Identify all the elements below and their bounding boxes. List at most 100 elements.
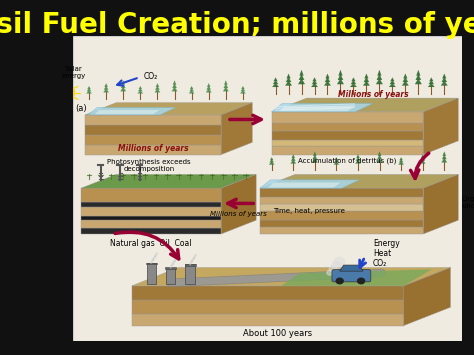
Polygon shape — [400, 157, 403, 160]
Polygon shape — [206, 86, 211, 90]
Polygon shape — [334, 159, 339, 163]
Text: Organic matter buried (c)
under sediments: Organic matter buried (c) under sediment… — [462, 195, 474, 209]
Polygon shape — [155, 83, 159, 87]
Polygon shape — [132, 286, 404, 300]
Polygon shape — [273, 77, 278, 81]
Bar — [165, 267, 176, 269]
Polygon shape — [441, 158, 447, 163]
Text: Accumulation of detritus (b): Accumulation of detritus (b) — [298, 158, 397, 164]
Polygon shape — [268, 183, 340, 187]
Polygon shape — [423, 174, 458, 234]
Polygon shape — [291, 157, 296, 161]
Polygon shape — [312, 158, 318, 163]
Polygon shape — [138, 88, 143, 91]
Text: Millions of years: Millions of years — [338, 90, 409, 99]
Polygon shape — [364, 77, 369, 82]
Polygon shape — [376, 74, 382, 80]
Polygon shape — [260, 204, 423, 211]
Polygon shape — [241, 88, 245, 91]
Polygon shape — [85, 115, 221, 125]
Polygon shape — [190, 86, 193, 89]
Polygon shape — [420, 157, 425, 161]
Polygon shape — [103, 89, 109, 92]
Polygon shape — [85, 144, 221, 154]
Bar — [185, 264, 195, 284]
Polygon shape — [87, 88, 91, 91]
Polygon shape — [279, 106, 355, 111]
Polygon shape — [272, 122, 423, 131]
Text: Time, heat, pressure: Time, heat, pressure — [273, 208, 345, 214]
Polygon shape — [311, 83, 318, 87]
Polygon shape — [420, 160, 426, 164]
Text: CO₂: CO₂ — [144, 72, 158, 81]
Bar — [166, 268, 175, 284]
Polygon shape — [286, 73, 291, 78]
Polygon shape — [428, 83, 435, 87]
Polygon shape — [270, 157, 273, 160]
Polygon shape — [282, 269, 432, 286]
Polygon shape — [365, 73, 368, 78]
Polygon shape — [404, 268, 450, 326]
Polygon shape — [390, 80, 395, 84]
Bar — [146, 263, 156, 284]
Text: Solar
energy: Solar energy — [61, 66, 86, 79]
Polygon shape — [81, 174, 256, 188]
Polygon shape — [441, 77, 447, 82]
Polygon shape — [272, 131, 423, 140]
Polygon shape — [81, 207, 221, 215]
Polygon shape — [272, 104, 373, 112]
Polygon shape — [85, 135, 221, 144]
Circle shape — [53, 84, 74, 102]
Polygon shape — [273, 80, 278, 84]
Polygon shape — [337, 78, 344, 84]
Polygon shape — [223, 87, 229, 91]
Polygon shape — [132, 268, 450, 286]
Polygon shape — [416, 74, 421, 80]
Circle shape — [329, 266, 337, 272]
Polygon shape — [398, 162, 404, 165]
Polygon shape — [155, 89, 160, 92]
Polygon shape — [224, 83, 228, 88]
Polygon shape — [173, 80, 176, 85]
Polygon shape — [241, 86, 245, 89]
FancyBboxPatch shape — [332, 270, 371, 282]
Polygon shape — [207, 83, 210, 87]
Polygon shape — [285, 81, 292, 86]
Polygon shape — [337, 74, 343, 80]
Polygon shape — [172, 87, 177, 91]
Polygon shape — [206, 89, 212, 92]
Polygon shape — [356, 154, 360, 158]
Polygon shape — [443, 151, 446, 156]
Polygon shape — [416, 70, 420, 76]
Polygon shape — [81, 229, 221, 234]
Polygon shape — [138, 86, 142, 89]
Polygon shape — [324, 81, 331, 86]
Polygon shape — [429, 77, 433, 81]
Polygon shape — [121, 83, 126, 88]
Polygon shape — [325, 77, 330, 82]
Polygon shape — [86, 91, 92, 93]
Polygon shape — [88, 108, 175, 115]
Polygon shape — [415, 78, 422, 84]
Polygon shape — [340, 265, 363, 271]
Polygon shape — [403, 73, 408, 78]
Polygon shape — [351, 80, 356, 84]
Polygon shape — [189, 91, 194, 93]
Polygon shape — [350, 83, 357, 87]
Polygon shape — [334, 162, 339, 165]
Polygon shape — [155, 86, 160, 90]
Polygon shape — [260, 174, 458, 188]
Text: Natural gas  Oil  Coal: Natural gas Oil Coal — [110, 239, 192, 247]
Polygon shape — [377, 155, 382, 159]
Polygon shape — [376, 78, 383, 84]
Text: About 100 years: About 100 years — [243, 329, 312, 338]
Polygon shape — [325, 73, 329, 78]
Polygon shape — [441, 81, 448, 86]
Circle shape — [334, 257, 345, 266]
Polygon shape — [269, 162, 274, 165]
Polygon shape — [81, 215, 221, 220]
Polygon shape — [421, 154, 424, 158]
Polygon shape — [389, 83, 396, 87]
FancyBboxPatch shape — [73, 36, 462, 341]
Polygon shape — [132, 300, 404, 313]
